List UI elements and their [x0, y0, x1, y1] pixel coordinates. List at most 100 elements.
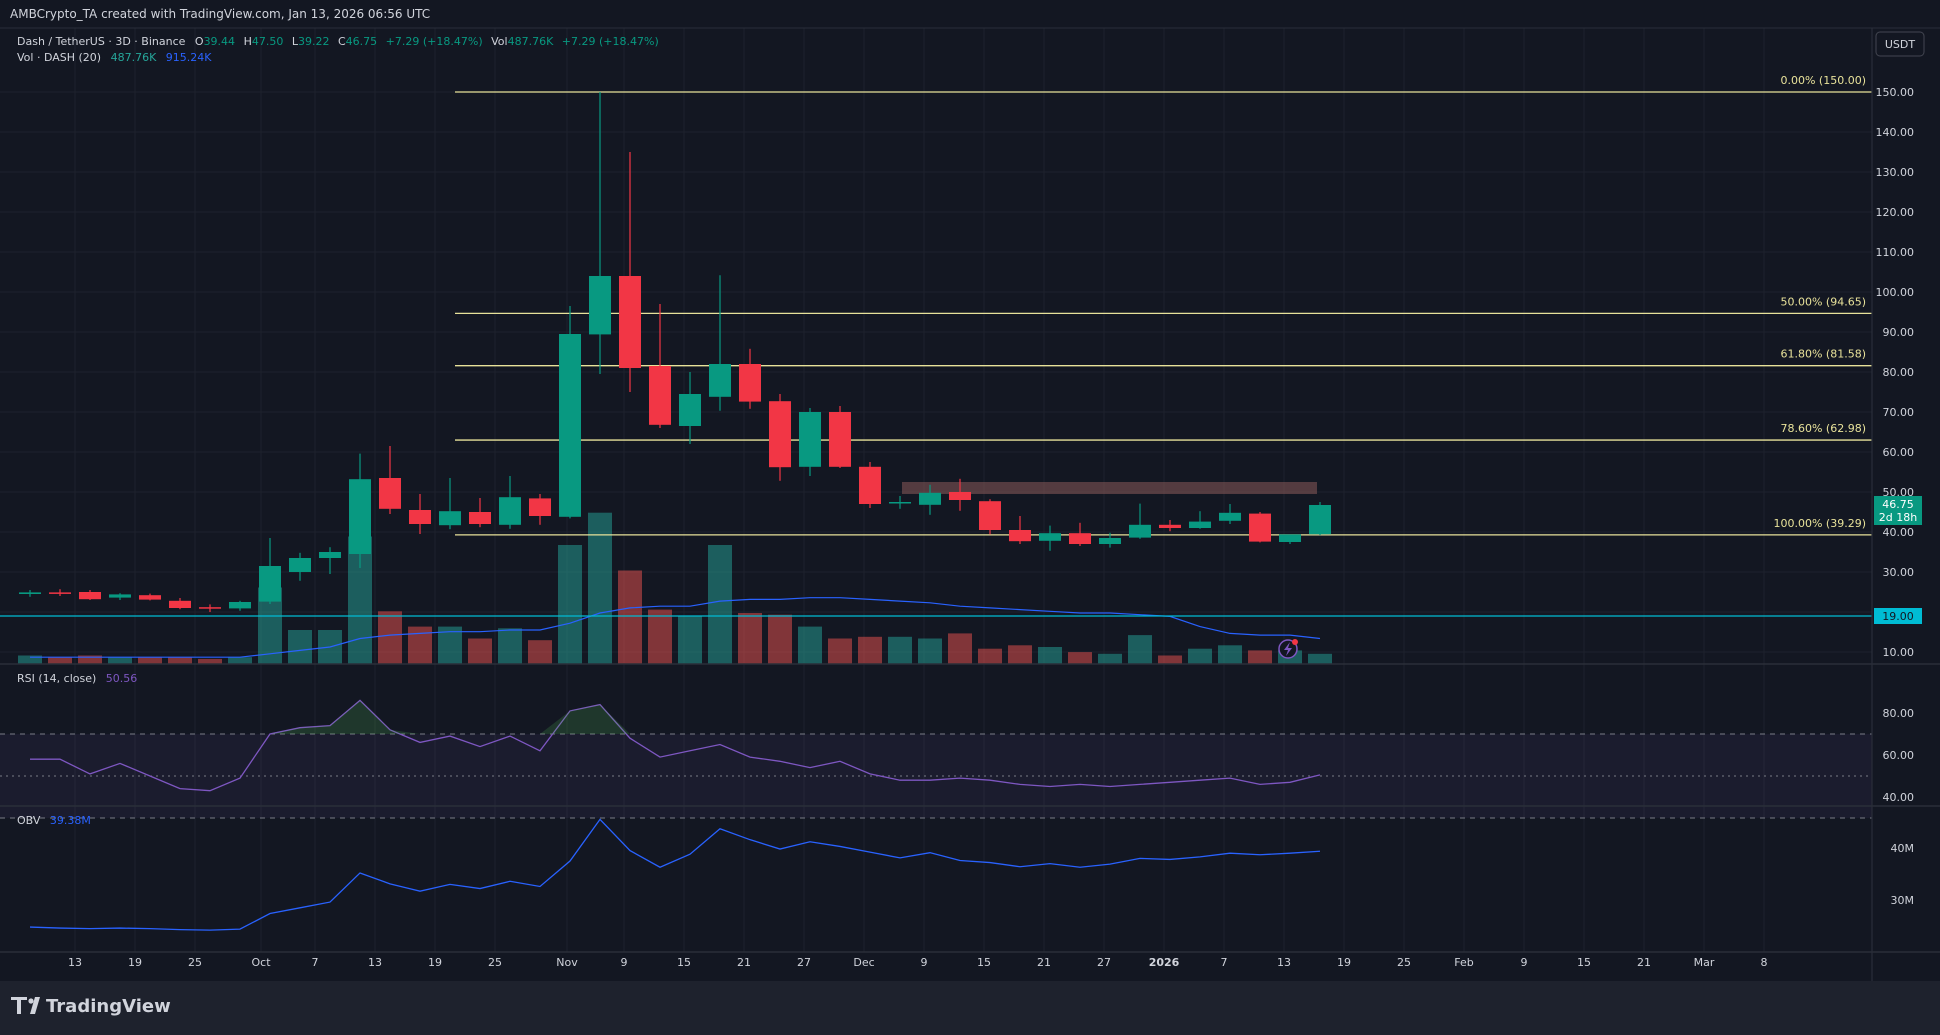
rsi-axis-label: 60.00: [1883, 749, 1915, 762]
price-axis-label: 90.00: [1883, 326, 1915, 339]
obv-legend: OBV 39.38M: [17, 814, 91, 827]
time-axis-label: Feb: [1454, 956, 1473, 969]
candle: [739, 348, 761, 409]
candle: [259, 538, 281, 604]
candle: [109, 593, 131, 600]
rsi-overbought-fill: [540, 710, 570, 734]
candle: [559, 306, 581, 519]
price-axis-label: 10.00: [1883, 646, 1915, 659]
vol-indicator-value1: 487.76K: [111, 51, 157, 64]
close-value: 46.75: [346, 35, 378, 48]
time-axis-label: Dec: [853, 956, 874, 969]
rsi-line: [30, 699, 1321, 792]
price-axis-label: 150.00: [1876, 86, 1915, 99]
obv-value: 39.38M: [50, 814, 91, 827]
candle: [229, 600, 251, 611]
candle: [169, 598, 191, 610]
obv-axis-label: 30M: [1891, 894, 1915, 907]
candle: [889, 496, 911, 509]
currency-button[interactable]: USDT: [1875, 31, 1925, 57]
rsi-value: 50.56: [106, 672, 138, 685]
obv-line: [29, 818, 1321, 931]
footer-bar: [0, 981, 1940, 1035]
header-bar: [0, 0, 1940, 28]
time-axis-label: 8: [1761, 956, 1768, 969]
price-axis-label: 130.00: [1876, 166, 1915, 179]
vol-change: +7.29 (+18.47%): [562, 35, 659, 48]
candle: [19, 590, 41, 597]
high-value: 47.50: [252, 35, 284, 48]
time-axis-label: 27: [797, 956, 811, 969]
candle: [949, 478, 971, 511]
time-axis-label: 15: [677, 956, 691, 969]
volume-bar: [798, 626, 822, 664]
time-axis-label: 15: [977, 956, 991, 969]
volume-bar: [288, 630, 312, 664]
volume-bar: [768, 614, 792, 664]
time-axis-label: Oct: [251, 956, 271, 969]
fib-level-label: 50.00% (94.65): [1780, 295, 1866, 308]
candle: [289, 552, 311, 581]
volume-bar: [738, 613, 762, 664]
time-axis-label: Mar: [1694, 956, 1715, 969]
time-axis-label: 7: [312, 956, 319, 969]
fib-level-label: 78.60% (62.98): [1780, 422, 1866, 435]
candle: [1219, 504, 1241, 524]
candle: [49, 589, 71, 596]
resistance-zone-rect[interactable]: [902, 482, 1317, 494]
high-label: H: [244, 35, 252, 48]
alert-bolt-icon[interactable]: [1278, 639, 1298, 659]
price-axis-label: 100.00: [1876, 286, 1915, 299]
change-value: +7.29 (+18.47%): [386, 35, 483, 48]
candle: [409, 494, 431, 534]
open-label: O: [195, 35, 204, 48]
volume-bar: [1158, 655, 1182, 664]
volume-bar: [528, 640, 552, 664]
time-axis-label: 13: [1277, 956, 1291, 969]
level-badge: 19.00: [1874, 608, 1922, 624]
fibonacci-levels[interactable]: 0.00% (150.00) 50.00% (94.65) 61.80% (81.5…: [455, 74, 1872, 536]
price-axis-label: 110.00: [1876, 246, 1915, 259]
vol-indicator-value2: 915.24K: [166, 51, 212, 64]
volume-bar: [1098, 653, 1122, 664]
price-axis-label: 60.00: [1883, 446, 1915, 459]
volume-bar: [948, 633, 972, 664]
candle: [1279, 534, 1301, 544]
price-axis-label: 120.00: [1876, 206, 1915, 219]
vol-label: Vol: [491, 35, 507, 48]
volume-bar: [1218, 645, 1242, 664]
price-axis-label: 30.00: [1883, 566, 1915, 579]
volume-bar: [1008, 645, 1032, 664]
pane-separators: [0, 27, 1940, 981]
fib-level-label: 0.00% (150.00): [1780, 74, 1866, 87]
price-axis[interactable]: 10.0020.0030.0040.0050.0060.0070.0080.00…: [1876, 86, 1915, 907]
candle: [529, 494, 551, 525]
volume-bar: [858, 636, 882, 664]
volume-bar: [48, 657, 72, 664]
volume-bar: [438, 626, 462, 664]
time-axis-label: 19: [428, 956, 442, 969]
volume-bar: [228, 657, 252, 664]
volume-bar: [408, 626, 432, 664]
low-value: 39.22: [298, 35, 330, 48]
candle: [859, 462, 881, 508]
close-label: C: [338, 35, 346, 48]
candle-countdown: 2d 18h: [1879, 511, 1917, 524]
time-axis[interactable]: 13 19 25 Oct 7 13 19 25 Nov 9 15 21 27 Dec 9 15 21 27 2026…: [68, 956, 1768, 969]
time-axis-label: 13: [68, 956, 82, 969]
volume-bar: [378, 611, 402, 664]
time-axis-label: Nov: [556, 956, 578, 969]
candle: [1159, 520, 1181, 532]
currency-label: USDT: [1885, 38, 1916, 51]
open-value: 39.44: [204, 35, 236, 48]
volume-bar: [1038, 647, 1062, 664]
volume-bar: [18, 655, 42, 664]
rsi-band: [0, 733, 1872, 819]
candle: [1099, 532, 1121, 548]
rsi-overbought-fill: [300, 725, 330, 734]
volume-ma-line: [30, 597, 1321, 658]
volume-bar: [678, 616, 702, 664]
resistance-zone[interactable]: [902, 482, 1317, 494]
time-axis-label: 21: [1037, 956, 1051, 969]
